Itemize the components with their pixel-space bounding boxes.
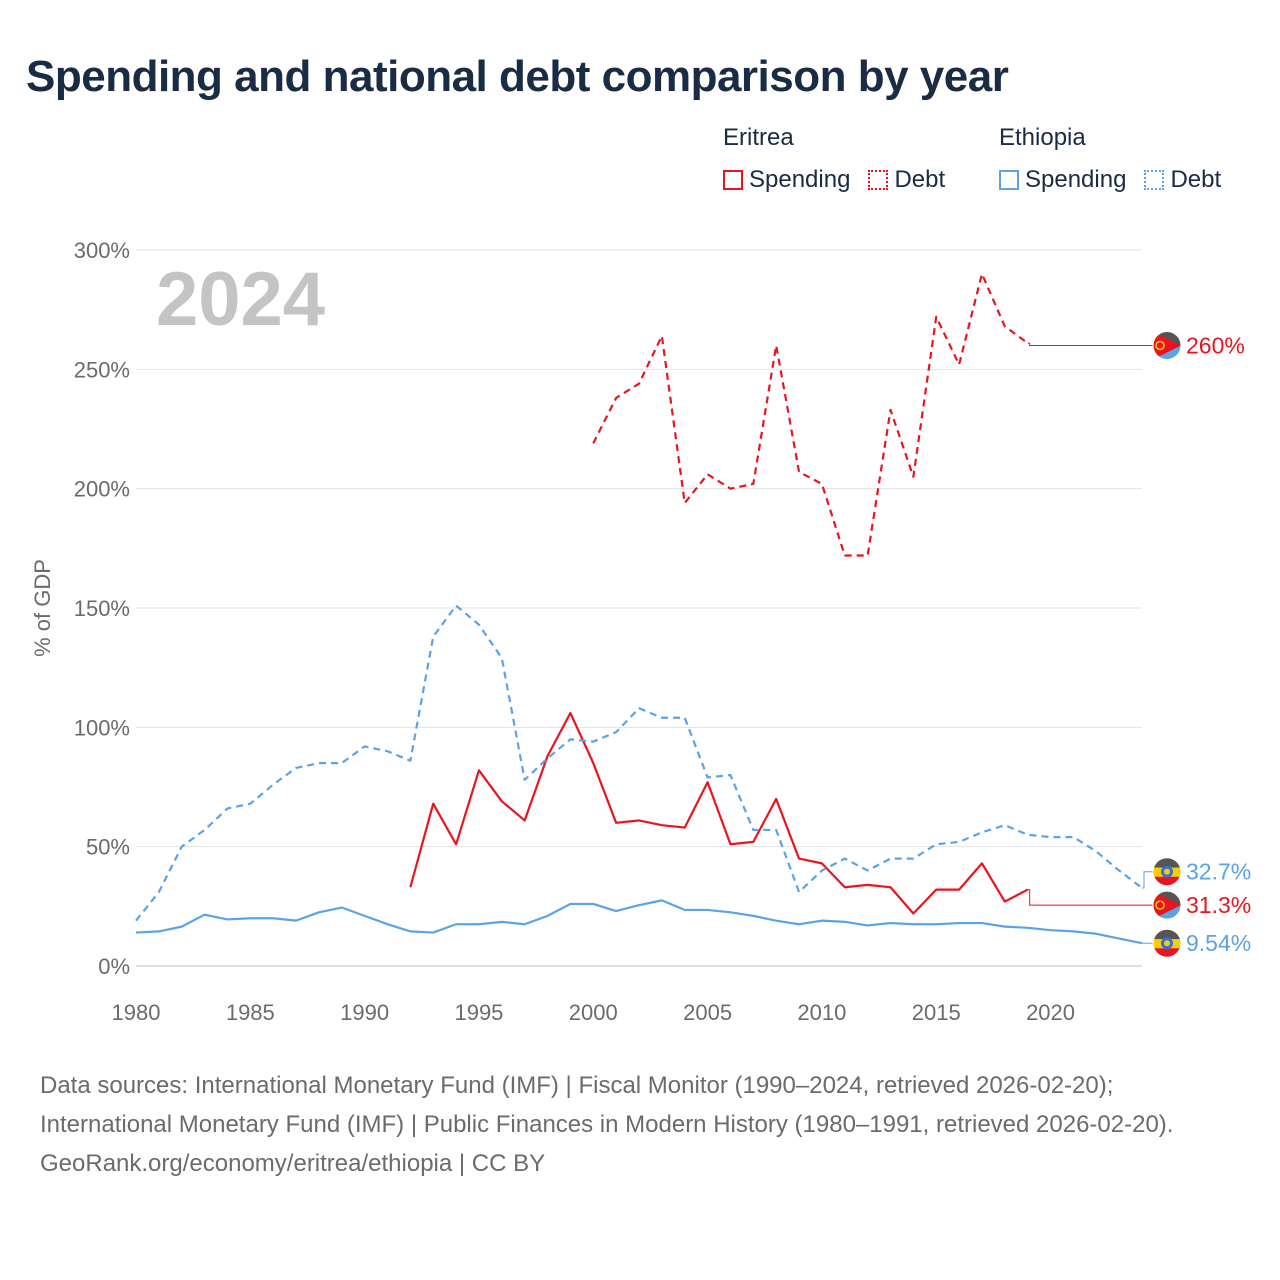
x-tick-label: 2010 bbox=[797, 1000, 846, 1025]
x-tick-label: 1990 bbox=[340, 1000, 389, 1025]
legend-item-eritrea-debt[interactable]: Debt bbox=[868, 166, 945, 194]
legend-swatch-solid bbox=[723, 170, 743, 190]
y-tick-label: 300% bbox=[74, 238, 130, 263]
legend-group-eritrea: Eritrea Spending Debt bbox=[723, 124, 945, 194]
line-chart: 0% 50% 100% 150% 200% 250% 300% 1980 1985 1990 199… bbox=[30, 238, 1251, 1025]
legend-swatch-solid bbox=[999, 170, 1019, 190]
legend-item-ethiopia-debt[interactable]: Debt bbox=[1144, 166, 1221, 194]
series-line-eritrea-spending bbox=[409, 711, 1029, 915]
legend-item-label: Spending bbox=[1025, 166, 1127, 193]
data-sources-text: Data sources: International Monetary Fun… bbox=[40, 1072, 1174, 1138]
legend-item-label: Spending bbox=[749, 166, 851, 193]
legend-item-eritrea-spending[interactable]: Spending bbox=[723, 166, 850, 194]
series-line-eritrea-debt bbox=[592, 272, 1029, 557]
legend-swatch-dotted bbox=[868, 170, 889, 190]
y-tick-label: 250% bbox=[74, 357, 130, 382]
ethiopia-flag-icon bbox=[1152, 857, 1182, 887]
legend-item-ethiopia-spending[interactable]: Spending bbox=[999, 166, 1126, 194]
y-tick-label: 100% bbox=[74, 715, 130, 740]
end-value-label: 32.7% bbox=[1186, 859, 1251, 885]
credit-link[interactable]: GeoRank.org/economy/eritrea/ethiopia | C… bbox=[40, 1150, 546, 1177]
x-tick-label: 1985 bbox=[226, 1000, 275, 1025]
x-tick-label: 1995 bbox=[454, 1000, 503, 1025]
series-line-ethiopia-spending bbox=[135, 899, 1143, 945]
legend-group-ethiopia: Ethiopia Spending Debt bbox=[999, 124, 1221, 194]
y-tick-label: 150% bbox=[74, 596, 130, 621]
y-axis-label: % of GDP bbox=[30, 559, 55, 657]
legend-item-label: Debt bbox=[1170, 166, 1222, 193]
legend-swatch-dotted bbox=[1144, 170, 1165, 190]
year-watermark: 2024 bbox=[156, 257, 325, 342]
chart-title: Spending and national debt comparison by… bbox=[26, 52, 1009, 101]
x-tick-label: 1980 bbox=[112, 1000, 161, 1025]
leader-line bbox=[1027, 342, 1153, 346]
eritrea-flag-icon bbox=[1152, 330, 1182, 360]
x-tick-label: 2005 bbox=[683, 1000, 732, 1025]
leader-line bbox=[1027, 889, 1153, 906]
end-value-label: 9.54% bbox=[1186, 930, 1251, 956]
series-line-ethiopia-debt bbox=[135, 604, 1143, 922]
y-tick-label: 0% bbox=[98, 954, 130, 979]
legend-group-name: Eritrea bbox=[723, 124, 794, 151]
x-tick-label: 2015 bbox=[912, 1000, 961, 1025]
leader-line bbox=[1142, 871, 1153, 889]
end-value-label: 31.3% bbox=[1186, 892, 1251, 918]
x-tick-label: 2020 bbox=[1026, 1000, 1075, 1025]
ethiopia-flag-icon bbox=[1152, 928, 1182, 958]
y-tick-label: 50% bbox=[86, 835, 130, 860]
eritrea-flag-icon bbox=[1152, 890, 1182, 920]
y-tick-label: 200% bbox=[74, 477, 130, 502]
legend-item-label: Debt bbox=[894, 166, 946, 193]
footer: Data sources: International Monetary Fun… bbox=[40, 1066, 1240, 1183]
legend-group-name: Ethiopia bbox=[999, 124, 1086, 151]
end-value-label: 260% bbox=[1186, 332, 1245, 358]
x-tick-label: 2000 bbox=[569, 1000, 618, 1025]
